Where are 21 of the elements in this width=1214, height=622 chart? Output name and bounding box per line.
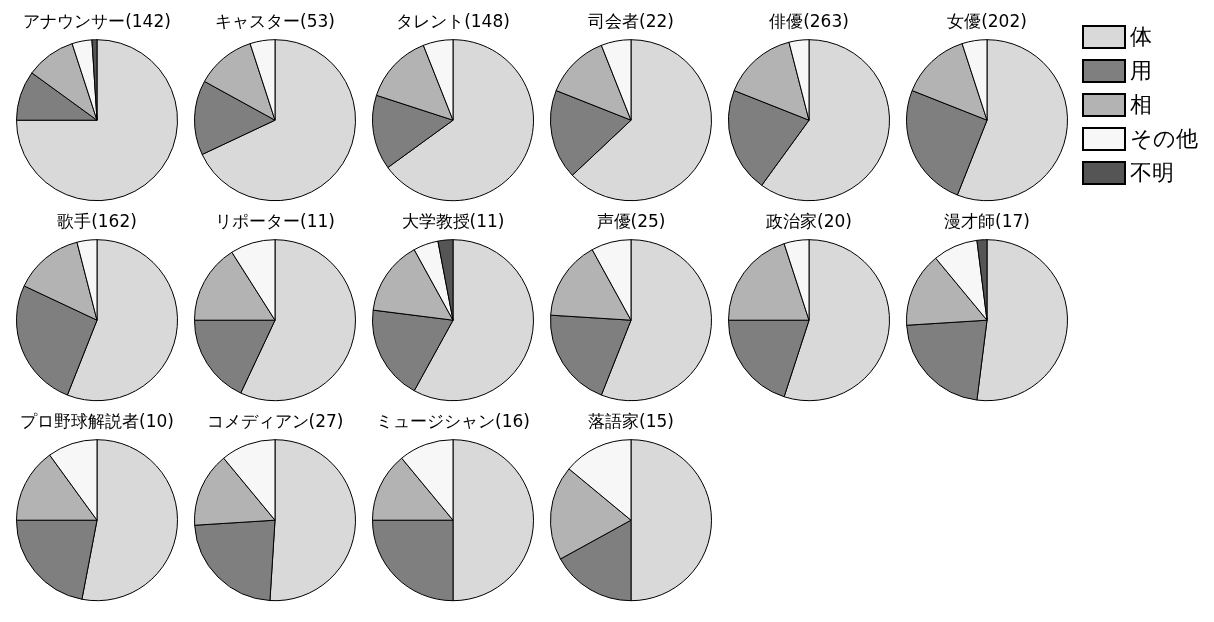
chart-title: リポーター(11) bbox=[215, 210, 335, 231]
chart-title: 歌手(162) bbox=[57, 210, 137, 231]
legend-label: その他 bbox=[1130, 125, 1198, 153]
chart-title: コメディアン(27) bbox=[206, 410, 344, 431]
chart-title: 大学教授(11) bbox=[401, 210, 505, 231]
chart-title: キャスター(53) bbox=[215, 10, 335, 31]
chart-title: タレント(148) bbox=[396, 10, 510, 31]
chart-title: アナウンサー(142) bbox=[23, 10, 171, 31]
legend-label: 用 bbox=[1130, 57, 1152, 85]
chart-title: 司会者(22) bbox=[588, 10, 674, 31]
legend-label: 体 bbox=[1130, 23, 1152, 51]
chart-title: 女優(202) bbox=[947, 10, 1027, 31]
chart-title: 落語家(15) bbox=[588, 410, 674, 431]
chart-title: 俳優(263) bbox=[769, 10, 849, 31]
legend-label: 不明 bbox=[1130, 159, 1174, 187]
chart-title: プロ野球解説者(10) bbox=[20, 410, 174, 431]
chart-title: ミュージシャン(16) bbox=[376, 410, 530, 431]
chart-title: 漫才師(17) bbox=[944, 210, 1030, 231]
chart-title: 政治家(20) bbox=[766, 210, 852, 231]
chart-title: 声優(25) bbox=[596, 210, 666, 231]
legend-label: 相 bbox=[1130, 91, 1152, 119]
